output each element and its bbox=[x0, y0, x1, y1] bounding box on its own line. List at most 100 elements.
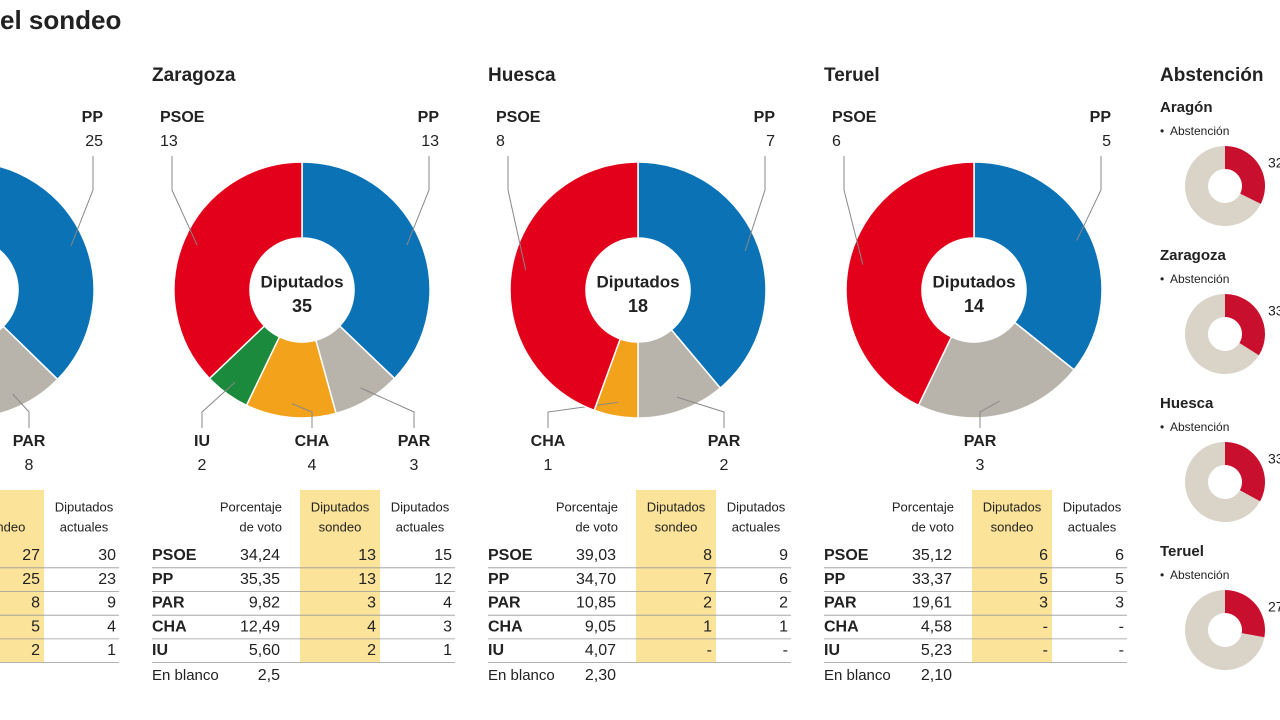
segment-label: PAR bbox=[964, 433, 997, 450]
legend-label: Abstención bbox=[1170, 568, 1229, 582]
legend-bullet: • bbox=[1160, 124, 1164, 138]
segment-label: CHA bbox=[531, 433, 566, 450]
table-cell: 8 bbox=[703, 547, 712, 564]
blank-label: En blanco bbox=[152, 667, 219, 684]
column-header: de voto bbox=[911, 519, 954, 534]
table-cell: 13 bbox=[358, 571, 376, 588]
party-name: CHA bbox=[488, 618, 523, 635]
table-cell: 4 bbox=[107, 618, 116, 635]
table-cell: 5,60 bbox=[249, 642, 280, 659]
leader-line bbox=[12, 393, 30, 428]
party-name: PSOE bbox=[488, 547, 533, 564]
center-total: 35 bbox=[292, 296, 312, 316]
table-cell: 6 bbox=[1115, 547, 1124, 564]
column-header: actuales bbox=[732, 519, 781, 534]
segment-value: 7 bbox=[766, 133, 775, 150]
party-name: PAR bbox=[488, 595, 521, 612]
region-name: Zaragoza bbox=[1160, 247, 1227, 264]
table-cell: 13 bbox=[358, 547, 376, 564]
segment-value: 13 bbox=[160, 133, 178, 150]
leader-line bbox=[406, 156, 430, 246]
panel-title: Teruel bbox=[824, 65, 880, 86]
segment-label: PAR bbox=[398, 433, 431, 450]
center-total: 18 bbox=[628, 296, 648, 316]
table-cell: - bbox=[707, 642, 712, 659]
blank-label: En blanco bbox=[824, 667, 891, 684]
segment-value: 2 bbox=[198, 457, 207, 474]
table-cell: 3 bbox=[1115, 595, 1124, 612]
table-cell: 15 bbox=[434, 547, 452, 564]
segment-value: 6 bbox=[832, 133, 841, 150]
party-name: PP bbox=[488, 571, 510, 588]
table-cell: 1 bbox=[443, 642, 452, 659]
segment-label: IU bbox=[194, 433, 210, 450]
column-header: actuales bbox=[60, 519, 109, 534]
blank-value: 2,30 bbox=[585, 667, 616, 684]
leader-line bbox=[171, 156, 198, 246]
center-label: Diputados bbox=[260, 272, 343, 291]
column-header: Diputados bbox=[55, 499, 114, 514]
segment-label: PAR bbox=[708, 433, 741, 450]
table-cell: - bbox=[1119, 642, 1124, 659]
segment-value: 13 bbox=[421, 133, 439, 150]
donut-segment bbox=[509, 161, 639, 412]
value-label: 33% bbox=[1268, 451, 1280, 467]
table-cell: 6 bbox=[1039, 547, 1048, 564]
panel-title: Zaragoza bbox=[152, 65, 236, 86]
segment-label: PP bbox=[754, 109, 776, 126]
column-header: actuales bbox=[1068, 519, 1117, 534]
leader-line bbox=[843, 156, 864, 265]
legend-label: Abstención bbox=[1170, 420, 1229, 434]
table-cell: 25 bbox=[22, 571, 40, 588]
column-header: de voto bbox=[239, 519, 282, 534]
page-title: el sondeo bbox=[0, 5, 121, 35]
segment-label: CHA bbox=[295, 433, 330, 450]
donut-segment bbox=[0, 325, 59, 415]
donut-segment bbox=[301, 161, 431, 380]
table-cell: 1 bbox=[703, 618, 712, 635]
column-header: sondeo bbox=[319, 519, 362, 534]
highlight-column bbox=[636, 490, 716, 662]
table-cell: - bbox=[1119, 618, 1124, 635]
segment-value: 25 bbox=[85, 133, 103, 150]
blank-label: En blanco bbox=[488, 667, 555, 684]
region-name: Teruel bbox=[1160, 543, 1204, 560]
party-name: PP bbox=[824, 571, 846, 588]
donut-segment bbox=[173, 161, 303, 380]
column-header: actuales bbox=[396, 519, 445, 534]
highlight-column bbox=[972, 490, 1052, 662]
center-label: Diputados bbox=[932, 272, 1015, 291]
column-header: Porcentaje bbox=[220, 499, 282, 514]
leader-line bbox=[507, 156, 527, 271]
leader-line bbox=[291, 403, 313, 428]
column-header: sondeo bbox=[655, 519, 698, 534]
leader-line bbox=[744, 156, 766, 252]
leader-line bbox=[70, 156, 94, 246]
legend-bullet: • bbox=[1160, 568, 1164, 582]
table-cell: 34,70 bbox=[576, 571, 616, 588]
table-cell: 3 bbox=[443, 618, 452, 635]
legend-label: Abstención bbox=[1170, 124, 1229, 138]
region-name: Aragón bbox=[1160, 99, 1213, 116]
table-cell: 5 bbox=[1115, 571, 1124, 588]
abstention-segment bbox=[1225, 146, 1265, 204]
table-cell: 2 bbox=[779, 595, 788, 612]
column-header: Porcentaje bbox=[556, 499, 618, 514]
table-cell: 9,82 bbox=[249, 595, 280, 612]
legend-bullet: • bbox=[1160, 420, 1164, 434]
segment-value: 5 bbox=[1102, 133, 1111, 150]
leader-line bbox=[201, 381, 236, 428]
abstention-segment bbox=[1225, 442, 1265, 502]
table-cell: 4,07 bbox=[585, 642, 616, 659]
table-cell: 4 bbox=[367, 618, 376, 635]
column-header: de voto bbox=[575, 519, 618, 534]
segment-label: PP bbox=[82, 109, 104, 126]
column-header: sondeo bbox=[991, 519, 1034, 534]
highlight-column bbox=[300, 490, 380, 662]
table-cell: 6 bbox=[779, 571, 788, 588]
table-cell: 5 bbox=[31, 618, 40, 635]
segment-label: PSOE bbox=[160, 109, 205, 126]
segment-label: PSOE bbox=[832, 109, 877, 126]
table-cell: 10,85 bbox=[576, 595, 616, 612]
